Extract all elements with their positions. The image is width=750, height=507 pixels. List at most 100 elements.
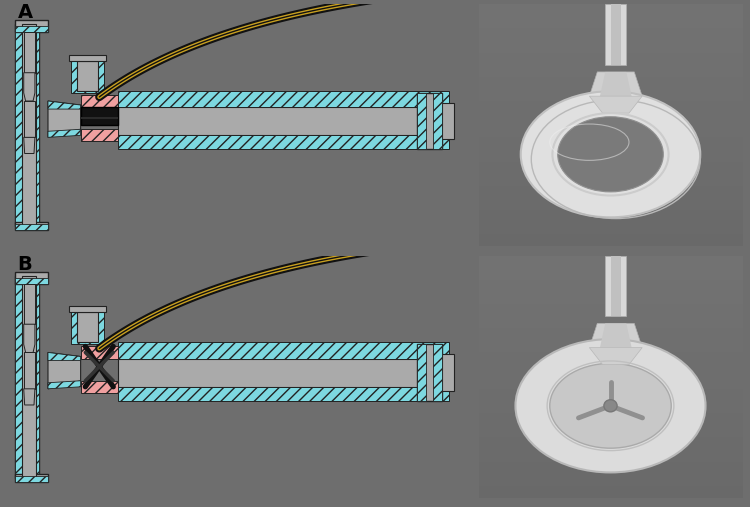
Bar <box>478 234 742 246</box>
Bar <box>15 276 39 478</box>
Bar <box>478 437 742 449</box>
Bar <box>118 342 449 358</box>
Bar <box>15 24 39 226</box>
Bar <box>118 135 449 150</box>
Bar <box>442 354 454 391</box>
Bar <box>69 55 106 61</box>
Bar <box>478 401 742 413</box>
Polygon shape <box>48 352 81 360</box>
Bar <box>478 137 742 150</box>
Polygon shape <box>24 137 35 154</box>
Bar <box>478 377 742 389</box>
Bar <box>81 117 118 119</box>
Bar <box>24 352 35 389</box>
Bar <box>81 107 118 125</box>
Bar <box>478 389 742 401</box>
Polygon shape <box>48 352 81 389</box>
Text: B: B <box>18 255 32 274</box>
Bar <box>24 284 35 324</box>
Bar <box>478 352 742 365</box>
Bar <box>610 256 621 316</box>
Bar <box>15 20 48 32</box>
Bar <box>416 344 442 401</box>
Bar <box>416 93 426 150</box>
Bar <box>478 28 742 41</box>
Bar <box>118 387 449 401</box>
Bar <box>15 224 48 230</box>
Ellipse shape <box>550 364 671 448</box>
Bar <box>15 24 32 226</box>
Bar <box>15 476 48 482</box>
Bar <box>433 344 442 401</box>
Bar <box>478 41 742 53</box>
Bar <box>478 64 742 77</box>
Bar <box>605 4 626 64</box>
Bar <box>118 358 449 387</box>
Bar <box>478 474 742 486</box>
Bar <box>22 24 39 226</box>
Bar <box>478 198 742 210</box>
Bar <box>15 278 48 284</box>
Ellipse shape <box>515 339 706 473</box>
Polygon shape <box>590 348 642 365</box>
Bar <box>22 24 36 226</box>
Bar <box>15 26 48 32</box>
Bar <box>77 312 98 342</box>
Bar <box>610 4 621 64</box>
Bar <box>478 162 742 174</box>
Bar <box>416 344 426 401</box>
Bar <box>478 125 742 137</box>
Bar <box>478 210 742 222</box>
Bar <box>478 316 742 328</box>
Bar <box>71 308 104 344</box>
Bar <box>442 103 454 139</box>
Bar <box>81 381 118 393</box>
Bar <box>478 186 742 198</box>
Bar <box>478 16 742 28</box>
Polygon shape <box>24 73 35 101</box>
Ellipse shape <box>520 91 701 218</box>
Polygon shape <box>48 101 81 109</box>
Circle shape <box>604 400 617 412</box>
Bar <box>478 328 742 340</box>
Bar <box>478 304 742 316</box>
Bar <box>478 425 742 437</box>
Bar <box>15 222 48 230</box>
Bar <box>478 113 742 125</box>
Bar <box>478 413 742 425</box>
Polygon shape <box>590 323 642 348</box>
Polygon shape <box>24 324 35 352</box>
Bar <box>478 256 742 268</box>
Bar <box>24 101 35 137</box>
Polygon shape <box>600 323 632 348</box>
Bar <box>478 292 742 304</box>
Bar <box>478 53 742 64</box>
Bar <box>478 365 742 377</box>
Bar <box>81 346 118 358</box>
Polygon shape <box>48 381 81 389</box>
Bar <box>478 222 742 234</box>
Polygon shape <box>590 72 642 96</box>
Bar <box>15 276 32 478</box>
Bar <box>605 256 626 316</box>
Polygon shape <box>48 101 81 137</box>
Bar <box>478 77 742 89</box>
Bar <box>478 280 742 292</box>
Bar <box>478 461 742 474</box>
Polygon shape <box>48 129 81 137</box>
Bar <box>478 4 742 16</box>
Bar <box>81 95 118 107</box>
Ellipse shape <box>558 117 663 192</box>
Polygon shape <box>590 96 642 113</box>
Bar <box>478 486 742 498</box>
Polygon shape <box>24 389 35 405</box>
Bar <box>118 107 449 135</box>
Text: A: A <box>18 3 33 22</box>
Bar <box>478 340 742 352</box>
Bar <box>433 93 442 150</box>
Bar <box>478 174 742 186</box>
Bar <box>24 32 35 73</box>
Bar <box>416 93 442 150</box>
Bar <box>22 276 36 478</box>
Bar <box>15 474 48 482</box>
